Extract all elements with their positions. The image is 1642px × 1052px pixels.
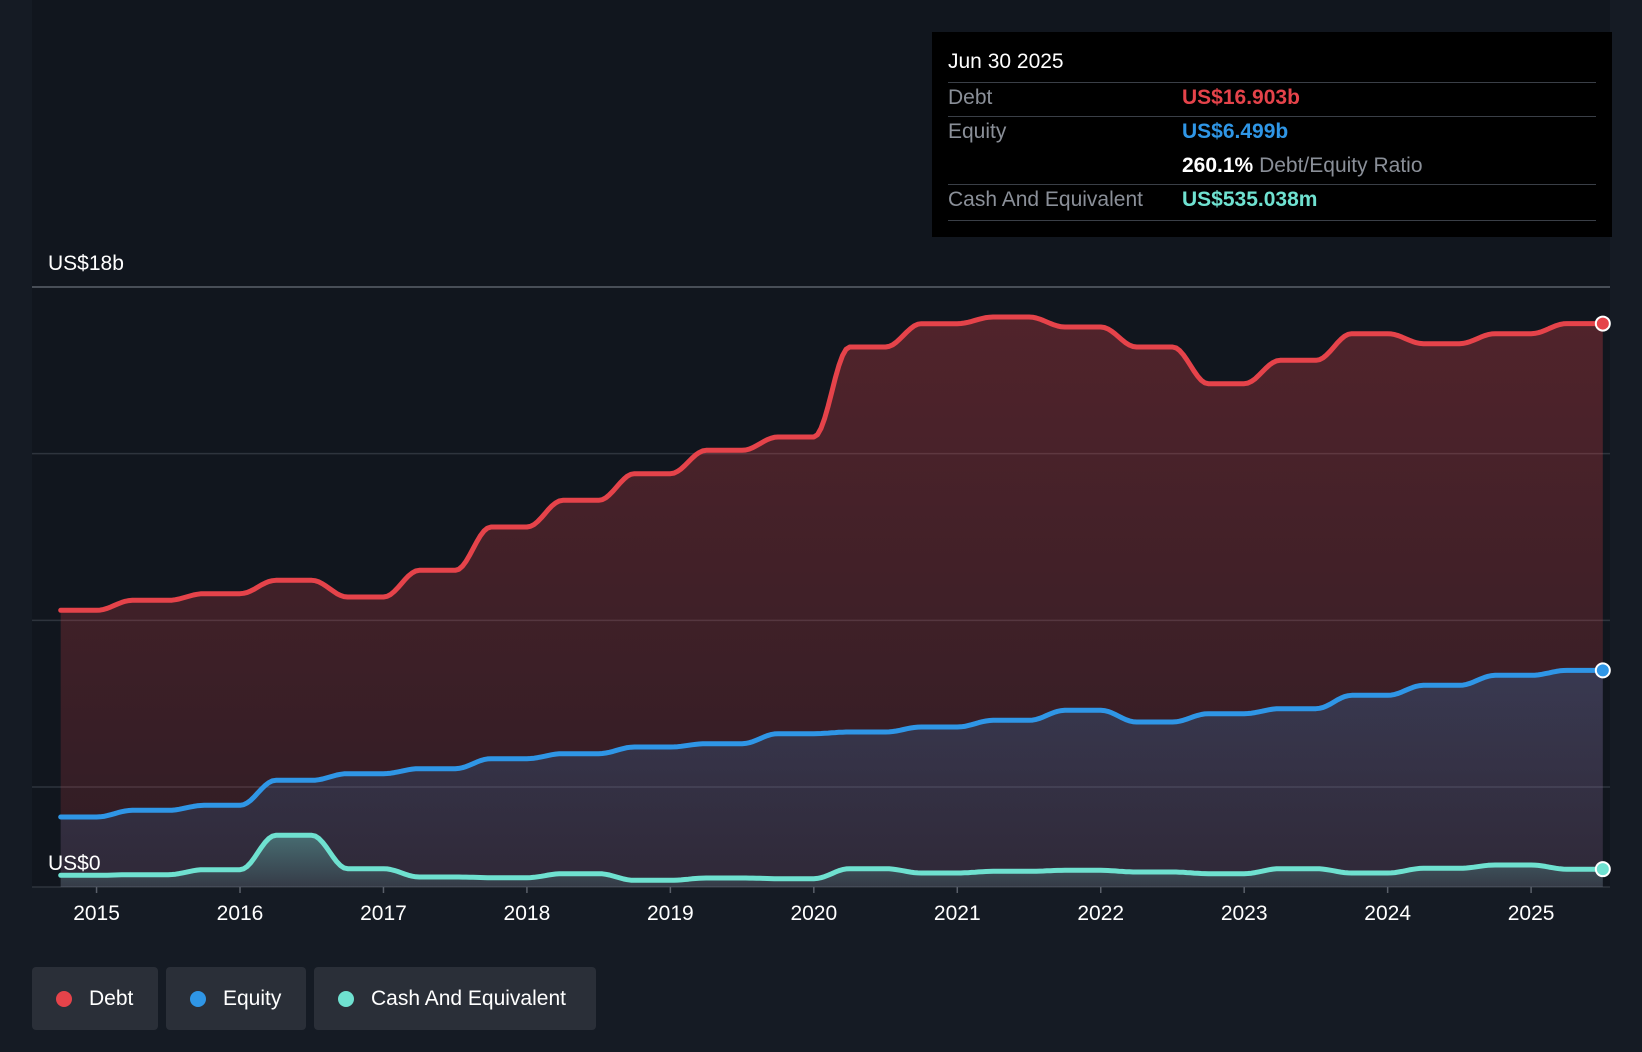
x-tick-label: 2022 bbox=[1077, 902, 1124, 925]
equity-area bbox=[60, 670, 1603, 887]
tooltip-debt-label: Debt bbox=[948, 86, 993, 109]
legend-debt-dot-icon bbox=[56, 990, 72, 1007]
equity-line bbox=[58, 667, 1606, 820]
tooltip-divider bbox=[948, 220, 1596, 221]
legend-item-cash[interactable]: Cash And Equivalent bbox=[314, 967, 596, 1030]
legend-item-debt[interactable]: Debt bbox=[32, 967, 158, 1030]
tooltip-divider bbox=[948, 82, 1596, 83]
tooltip-date: Jun 30 2025 bbox=[948, 50, 1064, 73]
tooltip-cash-value: US$535.038m bbox=[1182, 188, 1318, 211]
x-tick-label: 2025 bbox=[1508, 902, 1555, 925]
tooltip-equity-label: Equity bbox=[948, 120, 1007, 143]
x-tick-label: 2024 bbox=[1364, 902, 1411, 925]
tooltip-ratio: 260.1% Debt/Equity Ratio bbox=[1182, 154, 1423, 178]
tooltip-debt-value: US$16.903b bbox=[1182, 86, 1300, 109]
legend-item-equity[interactable]: Equity bbox=[166, 967, 306, 1030]
tooltip-ratio-value: 260.1% bbox=[1182, 154, 1254, 177]
x-tick-label: 2019 bbox=[647, 902, 694, 925]
y-axis-bottom-label: US$0 bbox=[48, 852, 101, 875]
x-tick-label: 2020 bbox=[790, 902, 837, 925]
x-tick-label: 2021 bbox=[934, 902, 981, 925]
tooltip-ratio-label: Debt/Equity Ratio bbox=[1259, 154, 1423, 177]
x-tick-label: 2018 bbox=[504, 902, 551, 925]
x-tick-label: 2016 bbox=[217, 902, 264, 925]
tooltip-divider bbox=[948, 184, 1596, 185]
cash-end-marker bbox=[1594, 861, 1611, 878]
legend-equity-label: Equity bbox=[223, 986, 282, 1010]
x-tick-label: 2017 bbox=[360, 902, 407, 925]
tooltip-divider bbox=[948, 116, 1596, 117]
tooltip-panel: Jun 30 2025 Debt US$16.903b Equity US$6.… bbox=[932, 32, 1612, 237]
cash-line bbox=[58, 832, 1606, 883]
x-tick-label: 2023 bbox=[1221, 902, 1268, 925]
legend-debt-label: Debt bbox=[89, 986, 134, 1010]
tooltip-cash-label: Cash And Equivalent bbox=[948, 188, 1143, 211]
debt-line bbox=[58, 314, 1606, 613]
x-tick-label: 2015 bbox=[73, 902, 120, 925]
legend-cash-dot-icon bbox=[338, 990, 354, 1007]
y-axis-top-label: US$18b bbox=[48, 252, 124, 275]
debt-end-marker bbox=[1594, 315, 1611, 332]
equity-end-marker bbox=[1594, 662, 1611, 679]
legend-cash-label: Cash And Equivalent bbox=[371, 986, 566, 1010]
tooltip-equity-value: US$6.499b bbox=[1182, 120, 1289, 143]
legend-equity-dot-icon bbox=[190, 990, 206, 1007]
